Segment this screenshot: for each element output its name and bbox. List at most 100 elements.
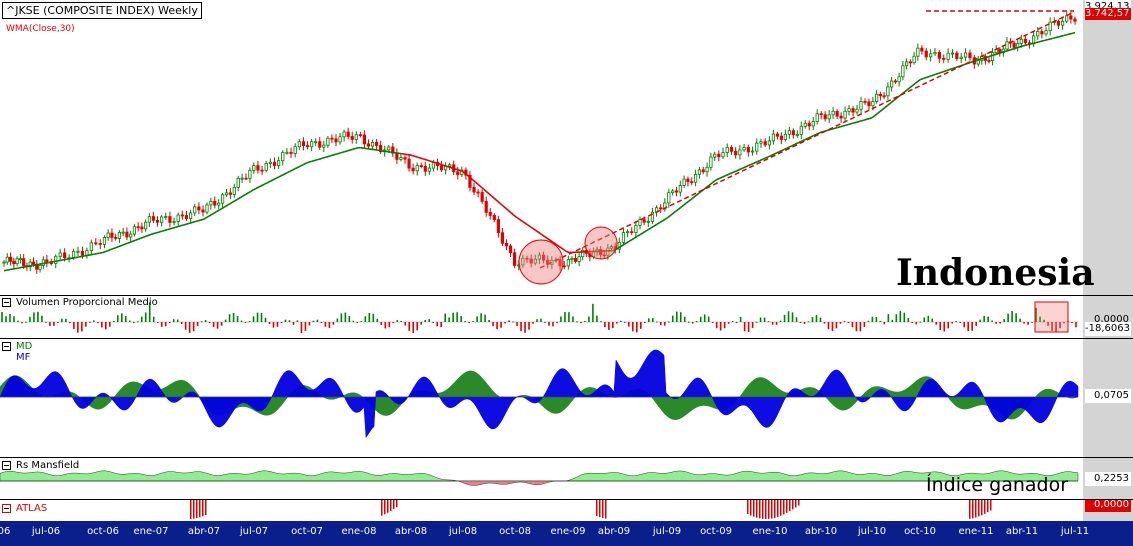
volume-bar [484, 314, 486, 322]
candle-body [771, 133, 776, 142]
volume-chart [0, 301, 1078, 333]
wma-line-segment [247, 190, 252, 194]
x-tick-label: ene-09 [550, 526, 586, 537]
wma-line-segment [203, 217, 207, 220]
md-last-value: 0,0705 [1085, 389, 1131, 403]
wma-line-segment [258, 184, 263, 188]
volume-bar [216, 322, 219, 329]
minimize-md-button[interactable] [2, 342, 11, 351]
wma-line-segment [775, 151, 780, 154]
md-panel[interactable]: MD MF 0,0705 [0, 339, 1133, 457]
x-tick-label: abr-11 [1005, 526, 1039, 537]
candle-body [213, 200, 217, 206]
volume-bar [831, 322, 834, 332]
wma-line-segment [1033, 41, 1037, 45]
wma-line-segment [767, 154, 772, 158]
candle-body [1036, 31, 1040, 37]
volume-bar [204, 320, 207, 322]
wma-line-segment [423, 158, 427, 161]
atlas-panel[interactable]: ATLAS 0,0000 [0, 500, 1133, 521]
candle-body [496, 219, 500, 234]
wma-line-segment [272, 177, 276, 181]
wma-line-segment [527, 224, 531, 228]
wma-line-segment [205, 215, 210, 219]
wma-line-segment [333, 153, 337, 156]
wma-line-segment [832, 127, 836, 130]
volume-bar [368, 312, 371, 322]
wma-line-segment [650, 225, 655, 229]
volume-bar [400, 320, 403, 322]
volume-bar [340, 313, 343, 322]
volume-bar [1051, 322, 1053, 331]
wma-line-segment [874, 112, 879, 117]
wma-line-segment [330, 154, 334, 157]
minimize-rs-button[interactable] [2, 461, 11, 470]
wma-line-segment [690, 196, 695, 200]
candle-body [1065, 15, 1069, 22]
wma-line-segment [461, 170, 465, 174]
wma-line-segment [189, 221, 193, 225]
wma-line-segment [63, 258, 67, 261]
wma-line-segment [469, 176, 474, 181]
wma-line-segment [300, 163, 304, 167]
volume-bar [875, 317, 878, 322]
price-panel[interactable]: ^JKSE (COMPOSITE INDEX) Weekly WMA(Close… [0, 0, 1133, 295]
wma-line-segment [1024, 43, 1028, 47]
wma-line-segment [532, 227, 537, 232]
volume-panel[interactable]: Volumen Proporcional Medio 0,0000 -18,60… [0, 296, 1133, 338]
wma-line-segment [672, 210, 677, 214]
wma-line-segment [1041, 39, 1045, 42]
candle-body [114, 237, 118, 239]
wma-line-segment [887, 102, 891, 107]
minimize-atlas-button[interactable] [2, 504, 11, 513]
candle-body [823, 114, 827, 120]
volume-bar [444, 313, 446, 322]
volume-bar [947, 322, 950, 329]
rs-panel[interactable]: Rs Mansfield Índice ganador 0,2253 [0, 458, 1133, 499]
wma-line-segment [439, 163, 443, 166]
candle-body [924, 50, 928, 58]
wma-line-segment [815, 132, 820, 136]
minimize-volume-button[interactable] [2, 298, 11, 307]
wma-line-segment [995, 52, 999, 56]
candle-body [80, 250, 85, 256]
wma-line-segment [990, 54, 994, 57]
volume-bar [556, 322, 558, 323]
wma-line-segment [909, 84, 914, 89]
volume-bar [715, 322, 718, 329]
wma-line-segment [1052, 36, 1056, 40]
wma-line-segment [434, 161, 438, 165]
volume-bar [212, 322, 215, 328]
wma-line-segment [336, 152, 340, 155]
volume-bar [372, 313, 375, 322]
volume-bar [795, 317, 798, 322]
candle-body [529, 258, 533, 264]
candle-body [476, 191, 480, 194]
wma-line-segment [920, 77, 924, 81]
volume-bar [332, 322, 335, 325]
candle-body [38, 264, 42, 270]
candle-body [912, 55, 916, 64]
atlas-bar [390, 500, 392, 511]
wma-line-segment [513, 214, 517, 218]
volume-bar [13, 316, 15, 322]
rs-last-value: 0,2253 [1085, 472, 1131, 486]
candle-body [256, 165, 260, 171]
wma-line-segment [670, 212, 674, 216]
volume-bar [823, 322, 826, 324]
wma-line-segment [560, 247, 565, 251]
wma-line-segment [147, 233, 151, 237]
candle-body [98, 243, 102, 245]
volume-bar [456, 312, 458, 322]
volume-bar [108, 322, 111, 327]
volume-bar [683, 316, 686, 322]
candle-body [533, 258, 537, 264]
atlas-bar [387, 500, 389, 513]
wma-line-segment [677, 206, 682, 210]
wma-line-segment [1060, 34, 1065, 37]
candle-body [172, 221, 176, 223]
wma-line-segment [850, 122, 854, 125]
atlas-bar [981, 500, 983, 516]
candle-body [395, 152, 399, 160]
wma-line-segment [802, 138, 806, 142]
